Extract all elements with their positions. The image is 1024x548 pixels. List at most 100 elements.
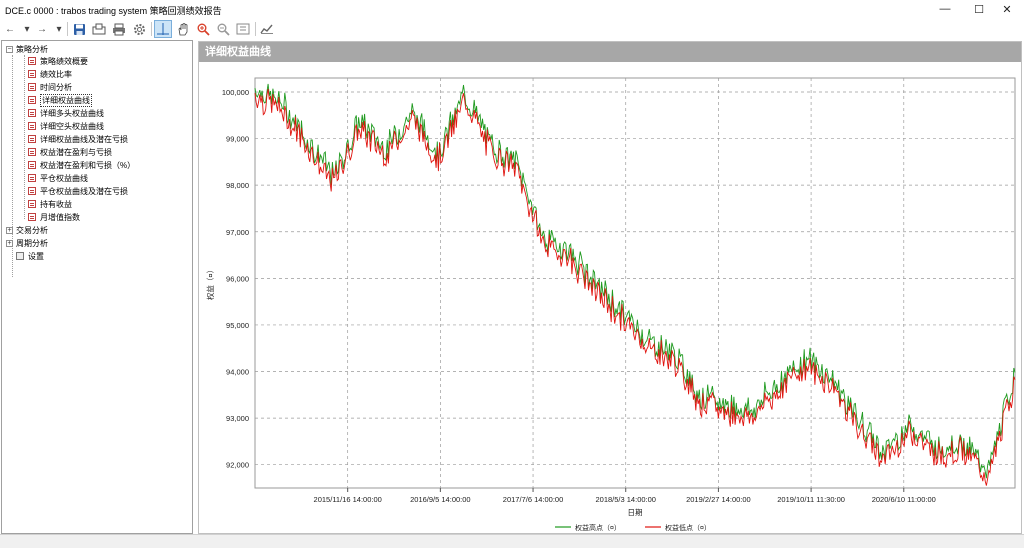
chart-report-icon (28, 161, 36, 169)
y-tick-label: 98,000 (226, 181, 249, 190)
tree-item-monthly-index[interactable]: 月增值指数 (28, 211, 80, 223)
x-tick-label: 2015/11/16 14:00:00 (314, 495, 382, 504)
x-tick-label: 2019/2/27 14:00:00 (686, 495, 751, 504)
settings-icon (16, 252, 24, 260)
back-button[interactable]: ← (5, 23, 15, 35)
tree-item-short-equity[interactable]: 详细空头权益曲线 (28, 120, 104, 132)
save-icon[interactable] (70, 20, 88, 38)
chart-report-icon (28, 122, 36, 130)
chart-report-icon (28, 174, 36, 182)
collapse-icon[interactable]: − (6, 45, 13, 53)
title-bar: DCE.c 0000 : trabos trading system 策略回测绩… (0, 0, 1024, 18)
tree-item-potential-pl-pct[interactable]: 权益潜在盈利和亏损（%） (28, 159, 135, 171)
toolbar-separator (67, 22, 68, 36)
hand-icon[interactable] (174, 20, 192, 38)
maximize-button[interactable]: ☐ (974, 3, 984, 16)
tree-item-label: 平仓权益曲线及潜在亏损 (40, 186, 128, 196)
tree-item-label: 持有收益 (40, 199, 72, 209)
gear-icon[interactable] (130, 20, 148, 38)
expand-icon[interactable]: + (6, 239, 13, 247)
report-icon (28, 70, 36, 78)
tree-item-potential-pl[interactable]: 权益潜在盈利与亏损 (28, 146, 112, 158)
y-tick-label: 92,000 (226, 461, 249, 470)
back-history-dropdown[interactable]: ▾ (24, 23, 30, 35)
tree-item-label: 详细空头权益曲线 (40, 121, 104, 131)
window-title: DCE.c 0000 : trabos trading system 策略回测绩… (5, 6, 222, 16)
x-tick-label: 2020/6/10 11:00:00 (872, 495, 936, 504)
tree-guide-line (12, 55, 13, 277)
series-line-equity-high (254, 83, 1016, 479)
forward-button[interactable]: → (37, 23, 47, 35)
close-button[interactable]: ✕ (1002, 3, 1012, 16)
tree-item-label: 详细多头权益曲线 (40, 108, 104, 118)
legend-label-low: 权益低点（¤） (665, 523, 711, 532)
chart-report-icon (28, 135, 36, 143)
x-axis-title: 日期 (628, 508, 643, 517)
tree-item-time-analysis[interactable]: 时间分析 (28, 81, 72, 93)
tree-node-label: 设置 (28, 251, 44, 261)
tree-guide-line (24, 55, 25, 219)
tree-node-strategy-analysis[interactable]: − 策略分析 (6, 43, 48, 55)
series-line-equity-low (254, 88, 1016, 486)
tree-item-label: 详细权益曲线 (40, 93, 92, 107)
tree-item-closed-equity-drawdown[interactable]: 平仓权益曲线及潜在亏损 (28, 185, 128, 197)
report-icon (28, 57, 36, 65)
tree-item-label: 时间分析 (40, 82, 72, 92)
tree-item-equity-curve[interactable]: 详细权益曲线 (28, 93, 92, 107)
zoom-out-icon[interactable] (214, 20, 232, 38)
tree-item-label: 平仓权益曲线 (40, 173, 88, 183)
chart-style-icon[interactable] (258, 20, 276, 38)
chart-report-icon (28, 213, 36, 221)
y-tick-label: 96,000 (226, 274, 249, 283)
equity-chart[interactable]: 92,000 93,000 94,000 95,000 96,000 97,000 98,0… (199, 62, 1021, 533)
tree-node-trade-analysis[interactable]: + 交易分析 (6, 224, 48, 236)
chart-report-icon (28, 109, 36, 117)
report-tree: − 策略分析 策略绩效概要 绩效比率 时间分析 详细权益曲线 详细多头权益曲线 … (1, 40, 193, 534)
legend-label-high: 权益高点（¤） (575, 523, 621, 532)
tree-node-settings[interactable]: 设置 (16, 250, 44, 262)
y-tick-label: 100,000 (222, 88, 249, 97)
tree-item-label: 月增值指数 (40, 212, 80, 222)
print-icon[interactable] (110, 20, 128, 38)
expand-icon[interactable]: + (6, 226, 13, 234)
export-icon[interactable] (90, 20, 108, 38)
chart-report-icon (28, 200, 36, 208)
y-tick-label: 95,000 (226, 321, 249, 330)
tree-item-closed-equity[interactable]: 平仓权益曲线 (28, 172, 88, 184)
y-tick-label: 97,000 (226, 228, 249, 237)
x-tick-label: 2016/9/5 14:00:00 (410, 495, 470, 504)
x-tick-label: 2017/7/6 14:00:00 (503, 495, 563, 504)
tree-node-label: 周期分析 (16, 238, 48, 248)
report-icon (28, 83, 36, 91)
x-tick-label: 2019/10/11 11:30:00 (777, 495, 845, 504)
tree-item-label: 绩效比率 (40, 69, 72, 79)
toolbar: ← ▾ → ▾ (0, 18, 1024, 40)
toolbar-separator (151, 22, 152, 36)
crosshair-icon[interactable] (154, 20, 172, 38)
tree-item-ratios[interactable]: 绩效比率 (28, 68, 72, 80)
tree-item-label: 详细权益曲线及潜在亏损 (40, 134, 128, 144)
tree-item-long-equity[interactable]: 详细多头权益曲线 (28, 107, 104, 119)
plot-area (254, 77, 1016, 489)
chart-report-icon (28, 148, 36, 156)
zoom-in-icon[interactable] (194, 20, 212, 38)
tree-node-period-analysis[interactable]: + 周期分析 (6, 237, 48, 249)
chart-report-icon (28, 96, 36, 104)
y-tick-label: 99,000 (226, 135, 249, 144)
toolbar-separator (255, 22, 256, 36)
tree-item-equity-drawdown[interactable]: 详细权益曲线及潜在亏损 (28, 133, 128, 145)
tree-item-holding-return[interactable]: 持有收益 (28, 198, 72, 210)
x-tick-label: 2018/5/3 14:00:00 (595, 495, 655, 504)
tree-item-label: 权益潜在盈利和亏损（%） (40, 160, 136, 170)
chart-report-icon (28, 187, 36, 195)
fit-icon[interactable] (234, 20, 252, 38)
status-bar (0, 534, 1024, 548)
minimize-button[interactable]: — (939, 3, 951, 15)
tree-item-summary[interactable]: 策略绩效概要 (28, 55, 88, 67)
tree-item-label: 策略绩效概要 (40, 56, 88, 66)
tree-node-label: 策略分析 (16, 44, 48, 54)
y-tick-label: 93,000 (226, 414, 249, 423)
tree-node-label: 交易分析 (16, 225, 48, 235)
forward-history-dropdown[interactable]: ▾ (56, 23, 62, 35)
report-panel: 详细权益曲线 92,000 93,000 94,000 95,000 96,000 97,… (198, 41, 1022, 534)
